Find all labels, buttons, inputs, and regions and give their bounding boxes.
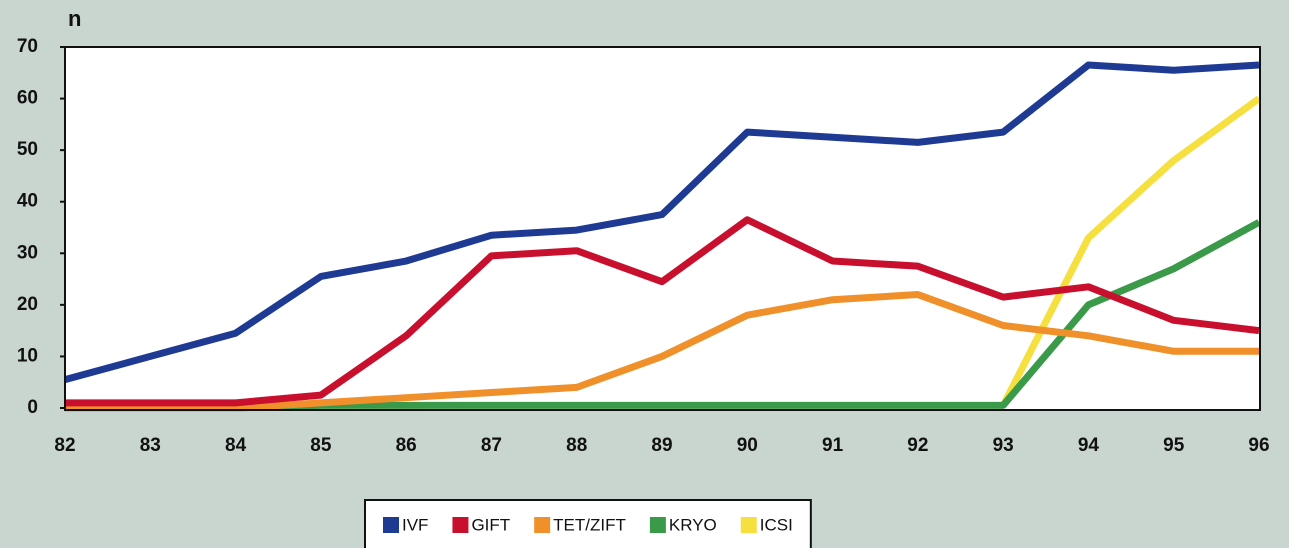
plot-border [64, 46, 1261, 411]
x-tick-label: 84 [225, 435, 247, 456]
legend-label: IVF [402, 515, 428, 534]
y-tick-label: 40 [17, 191, 38, 212]
series-line [65, 216, 1260, 407]
x-tick-label: 82 [54, 435, 75, 456]
series-line [65, 291, 1259, 412]
y-tick-label: 60 [17, 88, 38, 109]
x-tick-label: 83 [140, 435, 161, 456]
plot-area [65, 47, 1260, 410]
x-tick-label: 87 [481, 435, 502, 456]
x-tick-label: 91 [822, 435, 844, 456]
legend-swatch [534, 517, 551, 533]
x-tick-label: 90 [737, 435, 758, 456]
legend-label: GIFT [471, 515, 510, 534]
legend-swatch [740, 517, 757, 533]
x-tick-label: 93 [993, 435, 1014, 456]
legend-label: KRYO [669, 515, 717, 534]
x-tick-label: 96 [1248, 435, 1269, 456]
legend-swatch [383, 517, 399, 533]
x-tick-label: 92 [907, 435, 928, 456]
x-tick-label: 88 [566, 435, 587, 456]
x-tick-label: 85 [310, 435, 332, 456]
legend-label: ICSI [760, 515, 793, 534]
y-tick-label: 20 [17, 294, 38, 315]
y-tick-label: 30 [17, 242, 38, 263]
y-tick-label: 0 [27, 397, 38, 418]
y-tick-label: 10 [17, 345, 38, 366]
legend-swatch [649, 517, 666, 533]
lines [64, 61, 1262, 412]
x-tick-label: 86 [396, 435, 417, 456]
y-tick-label: 70 [17, 36, 38, 57]
x-tick-label: 95 [1163, 435, 1185, 456]
y-axis-label: n [68, 6, 81, 31]
x-tick-label: 94 [1078, 435, 1100, 456]
y-tick-label: 50 [17, 139, 38, 160]
legend-label: TET/ZIFT [553, 515, 626, 534]
x-tick-label: 89 [651, 435, 672, 456]
series-line [1000, 95, 1262, 408]
legend-swatch [452, 517, 469, 533]
legend [364, 499, 812, 548]
series-line [64, 61, 1260, 384]
